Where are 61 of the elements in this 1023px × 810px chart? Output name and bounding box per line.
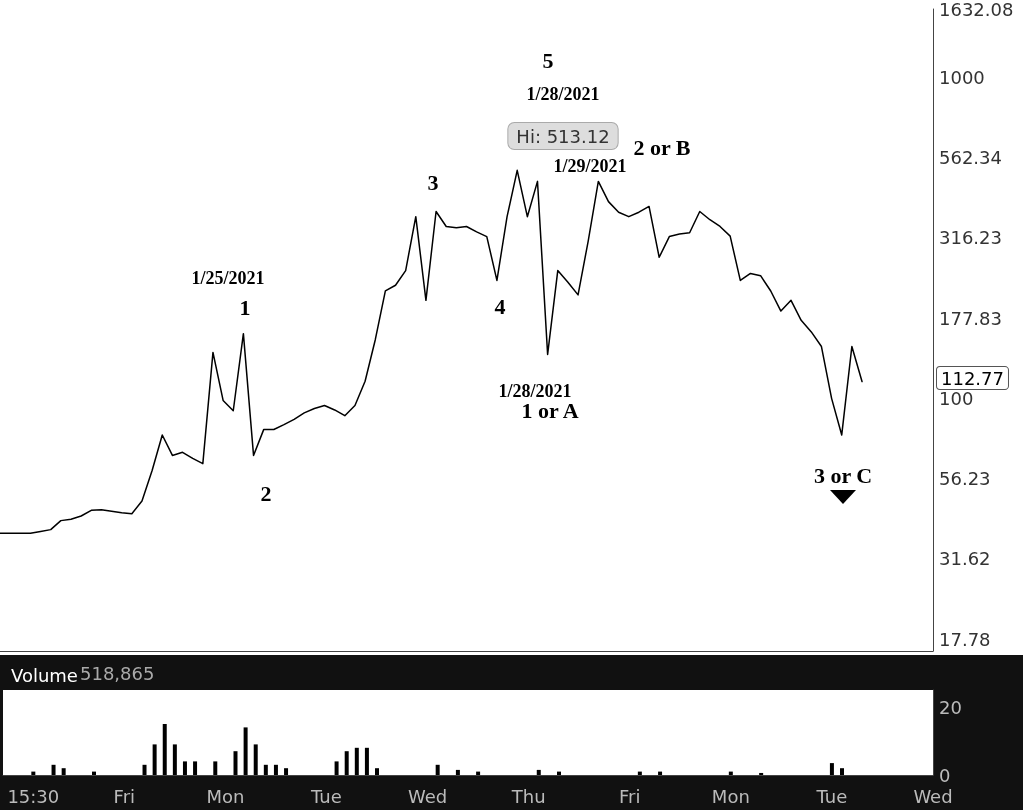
bar <box>375 768 380 775</box>
bar <box>193 761 198 775</box>
y-tick-label: 100 <box>939 387 974 409</box>
annotation: 2 or B <box>633 134 691 160</box>
annotation: 1/29/2021 <box>553 156 627 176</box>
bar <box>344 751 349 775</box>
x-tick-label: Thu <box>510 785 546 807</box>
bar <box>172 744 177 775</box>
bar <box>51 764 56 775</box>
annotation: 1/28/2021 <box>526 84 600 104</box>
y-tick-label: 316.23 <box>939 227 1002 249</box>
bar <box>162 724 167 775</box>
x-tick-label: Fri <box>113 785 136 807</box>
bar <box>435 764 440 775</box>
y-tick-label: 20 <box>939 696 962 718</box>
annotation: 1 <box>239 294 251 320</box>
bar <box>273 764 278 775</box>
bar <box>829 763 834 775</box>
y-tick-label: 1632.08 <box>939 0 1014 20</box>
bar <box>455 769 460 775</box>
x-tick-label: Wed <box>913 785 953 807</box>
y-tick-label: 17.78 <box>939 628 991 650</box>
x-tick-label: Tue <box>310 785 342 807</box>
annotation: 3 <box>427 169 439 195</box>
bar <box>152 744 157 775</box>
bar <box>213 761 218 775</box>
y-tick-label: 56.23 <box>939 468 991 490</box>
bar <box>243 727 248 775</box>
y-tick-label: 1000 <box>939 66 985 88</box>
x-tick-label: Mon <box>711 785 750 807</box>
bar <box>284 768 289 775</box>
x-tick-label: Mon <box>206 785 245 807</box>
x-tick-label: Tue <box>815 785 848 807</box>
bar <box>233 751 238 775</box>
annotation: 2 <box>260 480 272 506</box>
y-tick-label: 31.62 <box>939 548 991 570</box>
bar <box>263 764 268 775</box>
annotation: 5 <box>542 47 554 73</box>
bar <box>354 747 359 775</box>
text: 112.77 <box>941 367 1004 389</box>
y-tick-label: 177.83 <box>939 307 1002 329</box>
annotation: Hi: 513.12 <box>516 125 610 147</box>
annotation: 4 <box>494 293 506 319</box>
chart-title: Volume <box>11 664 78 686</box>
bar <box>840 768 845 775</box>
x-tick-label: Wed <box>407 785 448 807</box>
bar <box>759 772 764 775</box>
x-tick-label: Fri <box>619 785 641 807</box>
bar <box>142 764 147 775</box>
annotation: 3 or C <box>813 462 873 488</box>
annotation: 1/25/2021 <box>191 268 265 288</box>
bar <box>182 761 187 775</box>
y-tick-label: 0 <box>939 764 951 786</box>
bar <box>536 769 541 775</box>
bar <box>364 747 369 775</box>
bar <box>253 744 258 775</box>
y-tick-label: 562.34 <box>939 147 1002 169</box>
x-tick-label: 15:30 <box>7 785 60 807</box>
text: 518,865 <box>80 662 155 684</box>
bar <box>334 761 339 775</box>
bar <box>61 768 66 775</box>
